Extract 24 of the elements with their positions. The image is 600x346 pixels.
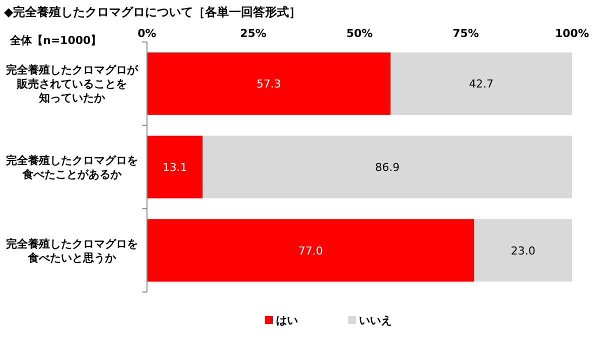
x-tick-label: 0%: [138, 27, 156, 40]
bar: [147, 136, 203, 198]
y-tick-label: 完全養殖したクロマグロを食べたいと思うか: [6, 237, 138, 264]
bar: [474, 219, 572, 282]
y-tick-label: 完全養殖したクロマグロが販売されていることを知っていたか: [6, 64, 139, 105]
bar: [390, 52, 572, 115]
chart-title: ◆完全養殖したクロマグロについて［各単一回答形式］: [4, 5, 302, 19]
bar: [202, 136, 572, 198]
text: 全体【n=1000】: [9, 34, 102, 47]
x-tick-label: 50%: [346, 27, 373, 40]
data-label: 42.7: [469, 78, 494, 91]
y-tick-label: 完全養殖したクロマグロを食べたことがあるか: [6, 154, 138, 181]
data-label: 57.3: [256, 78, 282, 91]
data-label: 23.0: [510, 244, 536, 258]
data-label: 13.1: [162, 161, 188, 174]
legend-label: はい: [276, 314, 298, 327]
bar: [147, 219, 474, 282]
data-label: 77.0: [298, 244, 323, 258]
bar: [147, 52, 391, 115]
x-tick-label: 100%: [555, 27, 589, 40]
x-tick-label: 25%: [240, 27, 266, 40]
legend-label: いいえ: [359, 314, 392, 327]
x-tick-label: 75%: [452, 27, 479, 40]
data-label: 86.9: [375, 161, 400, 174]
